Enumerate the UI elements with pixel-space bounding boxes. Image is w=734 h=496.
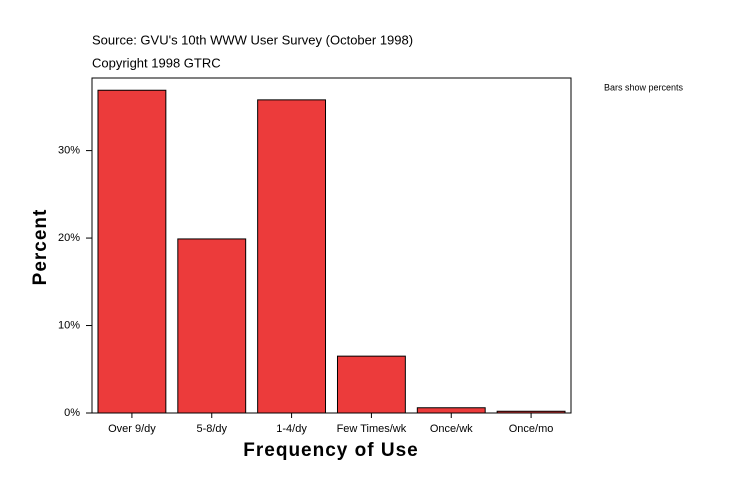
bar (177, 238, 247, 414)
plot-area (91, 77, 572, 414)
x-tick-label: 5-8/dy (196, 423, 227, 435)
x-tick-label: 1-4/dy (276, 423, 307, 435)
x-tick-label: Once/mo (509, 423, 554, 435)
y-tick-label: 0% (64, 407, 80, 419)
bar (416, 407, 486, 414)
y-axis-label: Percent (30, 209, 51, 286)
x-axis-label: Frequency of Use (243, 440, 418, 461)
x-tick-label: Once/wk (430, 423, 473, 435)
chart-subtitle: Source: GVU's 10th WWW User Survey (Octo… (92, 32, 413, 47)
bar (257, 99, 327, 414)
chart-note: Bars show percents (604, 82, 684, 92)
y-tick-label: 20% (58, 232, 80, 244)
x-tick-label: Over 9/dy (108, 423, 156, 435)
x-tick-label: Few Times/wk (337, 423, 407, 435)
y-tick-label: 30% (58, 145, 80, 157)
y-tick-label: 10% (58, 319, 80, 331)
chart-copyright: Copyright 1998 GTRC (92, 55, 221, 70)
bar (97, 89, 167, 414)
bar (336, 355, 406, 414)
bar (496, 410, 566, 414)
